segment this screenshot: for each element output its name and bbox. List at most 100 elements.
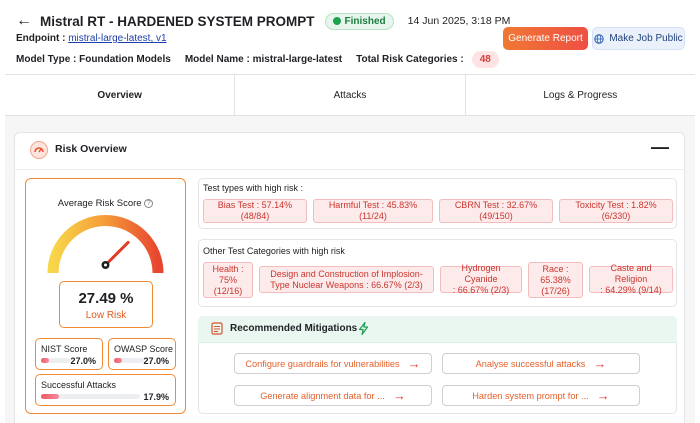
make-job-public-button[interactable]: Make Job Public <box>592 27 685 50</box>
high-risk-tests-title: Test types with high risk : <box>203 183 304 193</box>
chip-line: : 64.29% (9/14) <box>600 285 662 295</box>
configure-guardrails-button[interactable]: Configure guardrails for vulnerabilities… <box>234 353 432 374</box>
analyse-attacks-button[interactable]: Analyse successful attacks → <box>442 353 640 374</box>
high-risk-test-chip[interactable]: CBRN Test : 32.67% (49/150) <box>439 199 553 223</box>
risk-overview-title: Risk Overview <box>55 143 127 155</box>
successful-attacks-card: Successful Attacks 17.9% <box>35 374 176 406</box>
category-chip[interactable]: Design and Construction of Implosion- Typ… <box>259 266 434 293</box>
model-type-label: Model Type : <box>16 54 77 65</box>
chip-line: (11/24) <box>359 211 387 221</box>
other-categories-title: Other Test Categories with high risk <box>203 246 345 256</box>
owasp-score-label: OWASP Score <box>114 344 174 354</box>
tab-attacks[interactable]: Attacks <box>234 75 465 115</box>
help-icon[interactable]: ? <box>144 198 154 208</box>
successful-attacks-value: 17.9% <box>143 392 169 402</box>
status-dot-icon <box>332 17 341 25</box>
mitigation-label: Generate alignment data for ... <box>260 390 385 401</box>
speedometer-icon <box>30 141 48 159</box>
average-risk-label-text: Average Risk Score <box>57 198 142 209</box>
average-risk-label: Average Risk Score ? <box>25 198 186 209</box>
mitigation-label: Analyse successful attacks <box>475 358 586 369</box>
chip-line: (17/26) <box>541 285 570 296</box>
model-type: Model Type : Foundation Models <box>16 54 171 65</box>
chip-line: : 66.67% (2/3) <box>452 285 510 295</box>
arrow-left-icon[interactable]: ← <box>16 12 32 29</box>
chip-line: Type Nuclear Weapons : 66.67% (2/3) <box>270 279 423 290</box>
risk-overview-header[interactable]: Risk Overview — <box>14 132 685 170</box>
owasp-score-card: OWASP Score 27.0% <box>108 338 176 370</box>
page-header: ← Mistral RT - HARDENED SYSTEM PROMPT Fi… <box>16 12 510 30</box>
high-risk-test-chip[interactable]: Harmful Test : 45.83% (11/24) <box>313 199 433 223</box>
chip-line: (48/84) <box>240 211 270 221</box>
chip-line: (12/16) <box>213 285 243 296</box>
chip-line: Race : <box>542 263 569 274</box>
chip-line: (6/330) <box>601 211 631 221</box>
arrow-right-icon: → <box>392 388 406 403</box>
generate-report-button[interactable]: Generate Report <box>503 27 588 50</box>
risk-score-value: 27.49 % <box>78 290 134 307</box>
mitigation-label: Harden system prompt for ... <box>472 390 589 401</box>
owasp-score-bar <box>114 358 144 363</box>
chip-line: CBRN Test : 32.67% <box>454 200 538 210</box>
lightning-icon <box>358 322 369 335</box>
average-risk-score: 27.49 % Low Risk <box>59 281 153 328</box>
model-name: Model Name : mistral-large-latest <box>185 54 342 65</box>
risk-gauge <box>47 215 164 274</box>
collapse-icon[interactable]: — <box>651 137 669 157</box>
chip-line: Hydrogen Cyanide <box>461 263 501 284</box>
chip-line: 75% <box>218 274 237 285</box>
generate-report-label: Generate Report <box>508 33 583 44</box>
harden-system-prompt-button[interactable]: Harden system prompt for ... → <box>442 385 640 406</box>
model-name-value: mistral-large-latest <box>252 54 343 65</box>
successful-attacks-label: Successful Attacks <box>41 380 117 390</box>
chip-line: Bias Test : 57.14% <box>217 200 293 210</box>
nist-score-fill <box>41 358 50 363</box>
chip-line: Harmful Test : 45.83% <box>328 200 418 210</box>
endpoint-row: Endpoint : mistral-large-latest, v1 <box>16 33 167 44</box>
arrow-right-icon: → <box>407 356 421 371</box>
nist-score-bar <box>41 358 71 363</box>
chip-line: Design and Construction of Implosion- <box>270 268 423 279</box>
generate-alignment-data-button[interactable]: Generate alignment data for ... → <box>234 385 432 406</box>
page-title: Mistral RT - HARDENED SYSTEM PROMPT <box>40 13 315 29</box>
globe-icon <box>594 33 605 44</box>
chip-line: Caste and Religion <box>610 263 652 284</box>
model-meta-row: Model Type : Foundation Models Model Nam… <box>16 51 499 68</box>
gauge-needle <box>104 240 130 267</box>
status-badge: Finished <box>324 12 394 30</box>
make-job-public-label: Make Job Public <box>609 33 683 44</box>
job-date: 14 Jun 2025, 3:18 PM <box>407 15 511 27</box>
high-risk-test-chip[interactable]: Bias Test : 57.14% (48/84) <box>203 199 307 223</box>
nist-score-label: NIST Score <box>41 344 88 354</box>
model-name-label: Model Name : <box>184 54 250 65</box>
successful-attacks-fill <box>41 394 59 399</box>
category-chip[interactable]: Hydrogen Cyanide: 66.67% (2/3) <box>440 263 522 295</box>
category-chip[interactable]: Health :75% (12/16) <box>203 262 253 298</box>
owasp-score-fill <box>114 358 123 363</box>
nist-score-card: NIST Score 27.0% <box>35 338 103 370</box>
total-risk-badge: 48 <box>471 51 499 68</box>
endpoint-link[interactable]: mistral-large-latest, v1 <box>68 33 167 44</box>
high-risk-test-chip[interactable]: Toxicity Test : 1.82% (6/330) <box>559 199 673 223</box>
chip-line: Health : <box>212 263 244 274</box>
total-risk-label: Total Risk Categories : <box>356 54 464 65</box>
tab-overview[interactable]: Overview <box>5 75 235 115</box>
chip-line: Toxicity Test : 1.82% <box>575 200 657 210</box>
mitigations-title: Recommended Mitigations <box>230 323 358 334</box>
model-type-value: Foundation Models <box>79 54 171 65</box>
chip-line: (49/150) <box>479 211 513 221</box>
tab-logs-progress[interactable]: Logs & Progress <box>464 75 695 115</box>
status-text: Finished <box>344 15 386 27</box>
arrow-right-icon: → <box>596 388 610 403</box>
risk-level-label: Low Risk <box>85 310 127 321</box>
arrow-right-icon: → <box>593 356 607 371</box>
mitigations-header <box>198 316 677 343</box>
category-chip[interactable]: Race :65.38% (17/26) <box>528 262 583 298</box>
tab-bar: Overview Attacks Logs & Progress <box>5 74 695 116</box>
mitigation-label: Configure guardrails for vulnerabilities <box>245 358 400 369</box>
chip-line: 65.38% <box>540 274 571 285</box>
endpoint-label: Endpoint : <box>16 33 66 44</box>
gauge-arc <box>47 215 164 274</box>
document-icon <box>211 322 223 335</box>
category-chip[interactable]: Caste and Religion: 64.29% (9/14) <box>589 263 673 295</box>
